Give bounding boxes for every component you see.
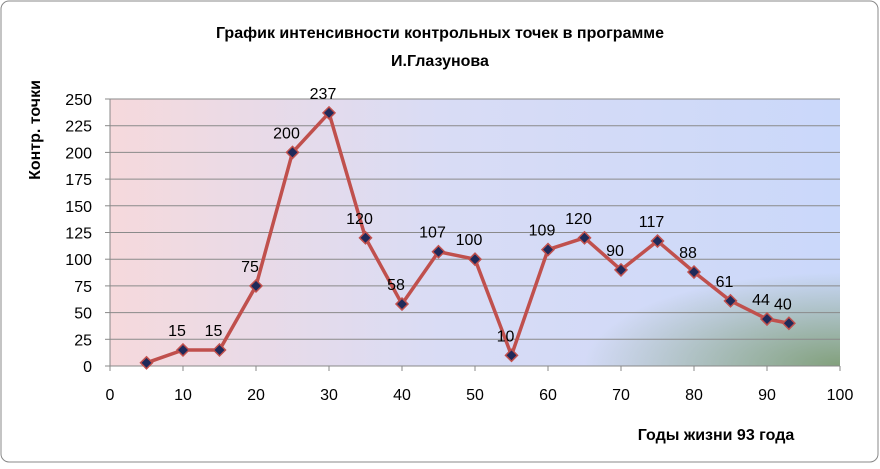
x-tick-label: 80 [685, 387, 703, 404]
data-label: 237 [310, 86, 337, 103]
data-label: 40 [774, 296, 792, 313]
data-label: 15 [205, 323, 223, 340]
data-label: 75 [241, 259, 259, 276]
marker [650, 233, 665, 249]
data-label: 88 [679, 245, 697, 262]
marker [781, 316, 796, 331]
y-tick-label: 150 [65, 199, 92, 216]
marker [394, 296, 410, 312]
marker [248, 278, 264, 293]
y-tick-label: 225 [65, 119, 92, 136]
data-label: 15 [168, 323, 186, 340]
y-tick-label: 25 [74, 332, 92, 349]
data-label: 109 [529, 223, 556, 240]
chart-subtitle: И.Глазунова [391, 53, 489, 70]
data-label: 107 [419, 225, 446, 242]
data-label: 10 [497, 328, 515, 345]
x-tick-label: 90 [758, 387, 776, 404]
marker [139, 355, 154, 370]
y-tick-label: 250 [65, 92, 92, 109]
x-tick-label: 40 [393, 387, 411, 404]
y-tick-label: 0 [83, 359, 92, 376]
marker [358, 230, 373, 245]
marker [540, 242, 556, 257]
x-tick-label: 100 [827, 387, 854, 404]
data-label: 117 [639, 214, 665, 231]
marker [723, 293, 738, 308]
y-tick-label: 200 [65, 145, 92, 162]
marker [175, 342, 191, 358]
chart-title: График интенсивности контрольных точек в… [216, 25, 664, 42]
y-tick-label: 125 [65, 226, 92, 243]
y-tick-label: 100 [65, 252, 92, 269]
marker [686, 264, 702, 280]
data-label: 58 [387, 277, 405, 294]
marker [759, 311, 775, 327]
marker [431, 244, 446, 259]
data-label: 120 [565, 211, 592, 228]
marker [212, 342, 227, 358]
data-label: 200 [273, 125, 300, 142]
data-label: 90 [606, 243, 624, 260]
y-tick-label: 175 [65, 172, 92, 189]
y-tick-label: 75 [74, 279, 92, 296]
y-axis-label: Контр. точки [27, 80, 44, 180]
x-tick-label: 30 [320, 387, 338, 404]
marker [504, 348, 519, 363]
marker [285, 145, 300, 160]
x-tick-label: 50 [466, 387, 484, 404]
data-label: 44 [752, 292, 770, 309]
marker [467, 252, 483, 267]
marker [321, 105, 337, 120]
x-tick-label: 70 [612, 387, 630, 404]
x-tick-label: 0 [106, 387, 115, 404]
data-label: 120 [346, 211, 373, 228]
x-tick-label: 20 [247, 387, 265, 404]
x-tick-label: 60 [539, 387, 557, 404]
x-axis-label: Годы жизни 93 года [638, 427, 795, 444]
marker [577, 230, 592, 245]
data-label: 100 [456, 232, 483, 249]
marker [613, 262, 629, 277]
data-label: 61 [716, 274, 734, 291]
y-tick-label: 50 [74, 306, 92, 323]
x-tick-label: 10 [174, 387, 192, 404]
